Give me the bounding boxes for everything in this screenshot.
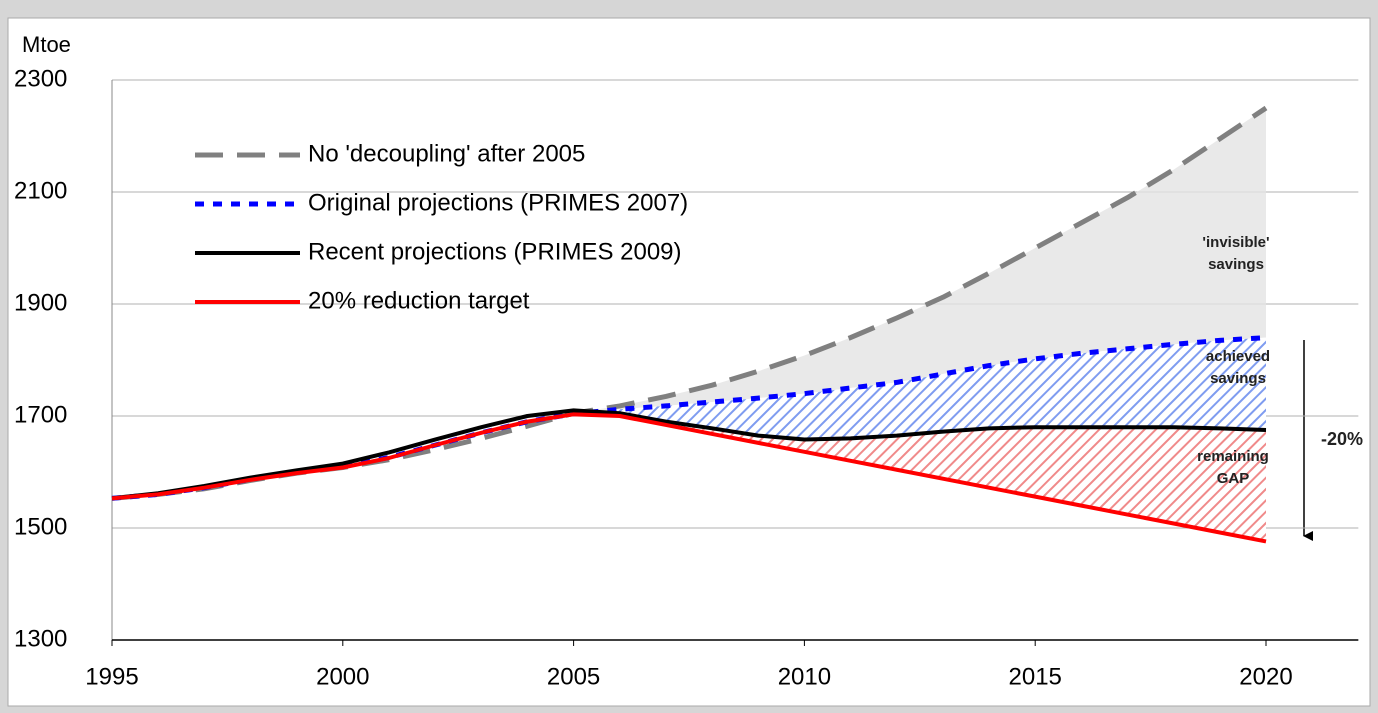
series-line — [111, 412, 1267, 544]
annotation: GAP — [1217, 470, 1250, 487]
legend-label: Recent projections (PRIMES 2009) — [308, 238, 682, 265]
annotation: remaining — [1197, 448, 1269, 465]
annotation: achieved — [1206, 348, 1270, 365]
x-tick-label: 1995 — [85, 663, 138, 690]
y-tick-label: 1900 — [14, 289, 67, 316]
x-tick-label: 2010 — [778, 663, 831, 690]
x-tick-label: 2015 — [1009, 663, 1062, 690]
y-tick-label: 1300 — [14, 625, 67, 652]
legend-label: 20% reduction target — [308, 287, 530, 314]
y-tick-label: 2300 — [14, 65, 67, 92]
shaded-band — [573, 410, 1266, 542]
annotation: savings — [1210, 370, 1266, 387]
annotation: savings — [1208, 256, 1264, 273]
x-tick-label: 2020 — [1239, 663, 1292, 690]
annotation: 'invisible' — [1202, 234, 1269, 251]
x-tick-label: 2005 — [547, 663, 600, 690]
y-tick-label: 1500 — [14, 513, 67, 540]
y-tick-label: 2100 — [14, 177, 67, 204]
shaded-band — [573, 108, 1266, 414]
series-line — [111, 408, 1267, 501]
series-line — [111, 335, 1267, 501]
annotation: -20% — [1321, 429, 1363, 449]
y-tick-label: 1700 — [14, 401, 67, 428]
x-tick-label: 2000 — [316, 663, 369, 690]
legend-label: No 'decoupling' after 2005 — [308, 140, 585, 167]
y-axis-label: Mtoe — [22, 32, 71, 57]
shaded-band — [573, 337, 1266, 440]
legend-label: Original projections (PRIMES 2007) — [308, 189, 688, 216]
